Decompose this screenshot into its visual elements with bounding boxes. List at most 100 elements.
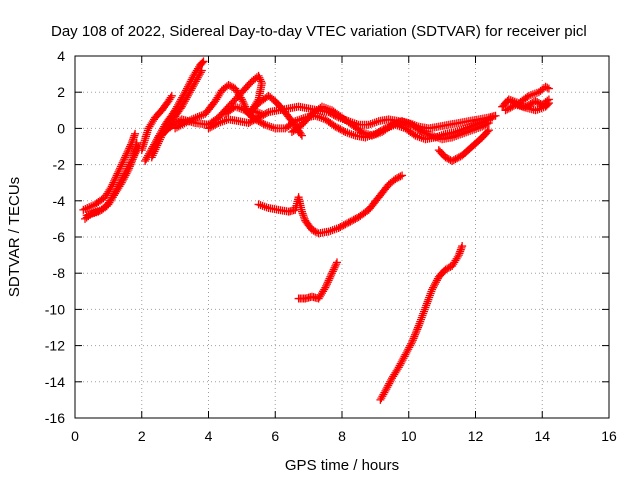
- data-point: [441, 153, 450, 162]
- data-point: [481, 120, 490, 129]
- data-point: [420, 305, 429, 314]
- data-point: [327, 269, 336, 278]
- data-point: [390, 120, 399, 129]
- data-point: [376, 395, 385, 404]
- data-point: [368, 119, 377, 128]
- data-point: [317, 102, 326, 111]
- data-point: [296, 130, 305, 139]
- data-point: [166, 93, 175, 102]
- data-point: [148, 151, 157, 160]
- data-point: [418, 128, 427, 137]
- x-tick-label: 12: [468, 428, 484, 444]
- data-point: [172, 123, 181, 132]
- data-point: [388, 120, 397, 129]
- data-point: [224, 80, 233, 89]
- data-point: [523, 93, 532, 102]
- data-point: [385, 379, 394, 388]
- data-point: [396, 172, 405, 181]
- data-point: [413, 325, 422, 334]
- data-point: [366, 120, 375, 129]
- data-point: [443, 264, 452, 273]
- data-point: [334, 124, 343, 133]
- gridlines: [75, 56, 609, 418]
- y-tick-label: -4: [53, 193, 66, 209]
- data-point: [386, 121, 395, 130]
- data-point: [411, 330, 420, 339]
- data-point: [382, 385, 391, 394]
- data-point: [227, 82, 236, 91]
- data-point: [183, 91, 192, 100]
- data-point: [131, 129, 140, 138]
- data-point: [111, 187, 120, 196]
- data-point: [209, 121, 218, 130]
- data-point: [397, 122, 406, 131]
- data-point: [130, 131, 139, 140]
- data-point: [530, 89, 539, 98]
- data-point: [535, 104, 544, 113]
- data-point: [423, 297, 432, 306]
- data-point: [254, 117, 263, 126]
- data-point: [114, 167, 123, 176]
- data-point: [236, 93, 245, 102]
- data-point: [341, 220, 350, 229]
- data-point: [179, 99, 188, 108]
- data-point: [430, 281, 439, 290]
- data-point: [344, 218, 353, 227]
- data-point: [349, 215, 358, 224]
- data-point: [351, 214, 360, 223]
- data-point: [416, 315, 425, 324]
- data-point: [531, 97, 540, 106]
- data-point: [396, 359, 405, 368]
- data-point: [415, 133, 424, 142]
- data-point: [214, 118, 223, 127]
- data-point: [406, 120, 415, 129]
- data-point: [412, 327, 421, 336]
- data-point: [185, 116, 194, 125]
- data-point: [416, 317, 425, 326]
- data-point: [484, 126, 493, 135]
- data-point: [198, 58, 207, 67]
- data-point: [311, 227, 320, 236]
- data-point: [345, 129, 354, 138]
- y-tick-label: -12: [45, 338, 65, 354]
- data-point: [124, 162, 133, 171]
- data-point: [327, 271, 336, 280]
- data-point: [119, 171, 128, 180]
- data-point: [263, 121, 272, 130]
- data-point: [426, 130, 435, 139]
- data-point: [501, 106, 510, 115]
- data-point: [297, 131, 306, 140]
- x-tick-label: 6: [271, 428, 279, 444]
- data-point: [526, 99, 535, 108]
- series-15: [504, 95, 553, 115]
- data-point: [182, 118, 191, 127]
- data-point: [414, 321, 423, 330]
- data-point: [397, 357, 406, 366]
- data-point: [491, 111, 500, 120]
- data-point: [109, 191, 118, 200]
- data-point: [411, 328, 420, 337]
- x-tick-label: 0: [71, 428, 79, 444]
- data-point: [324, 227, 333, 236]
- data-point: [259, 110, 268, 119]
- data-point: [118, 158, 127, 167]
- data-point: [114, 182, 123, 191]
- data-point: [456, 130, 465, 139]
- data-point: [258, 201, 267, 210]
- data-point: [291, 117, 300, 126]
- data-point: [206, 123, 215, 132]
- data-point: [111, 173, 120, 182]
- data-point: [405, 343, 414, 352]
- data-point: [372, 117, 381, 126]
- data-point: [339, 221, 348, 230]
- data-point: [443, 154, 452, 163]
- data-point: [189, 80, 198, 89]
- data-point: [394, 118, 403, 127]
- data-point: [434, 133, 443, 142]
- data-point: [504, 104, 513, 113]
- data-point: [110, 176, 119, 185]
- data-point: [381, 386, 390, 395]
- data-point: [193, 113, 202, 122]
- data-point: [448, 156, 457, 165]
